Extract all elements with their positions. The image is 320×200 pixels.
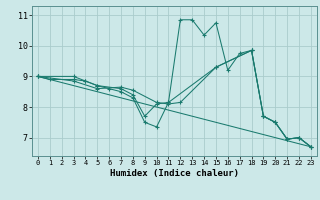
X-axis label: Humidex (Indice chaleur): Humidex (Indice chaleur) — [110, 169, 239, 178]
